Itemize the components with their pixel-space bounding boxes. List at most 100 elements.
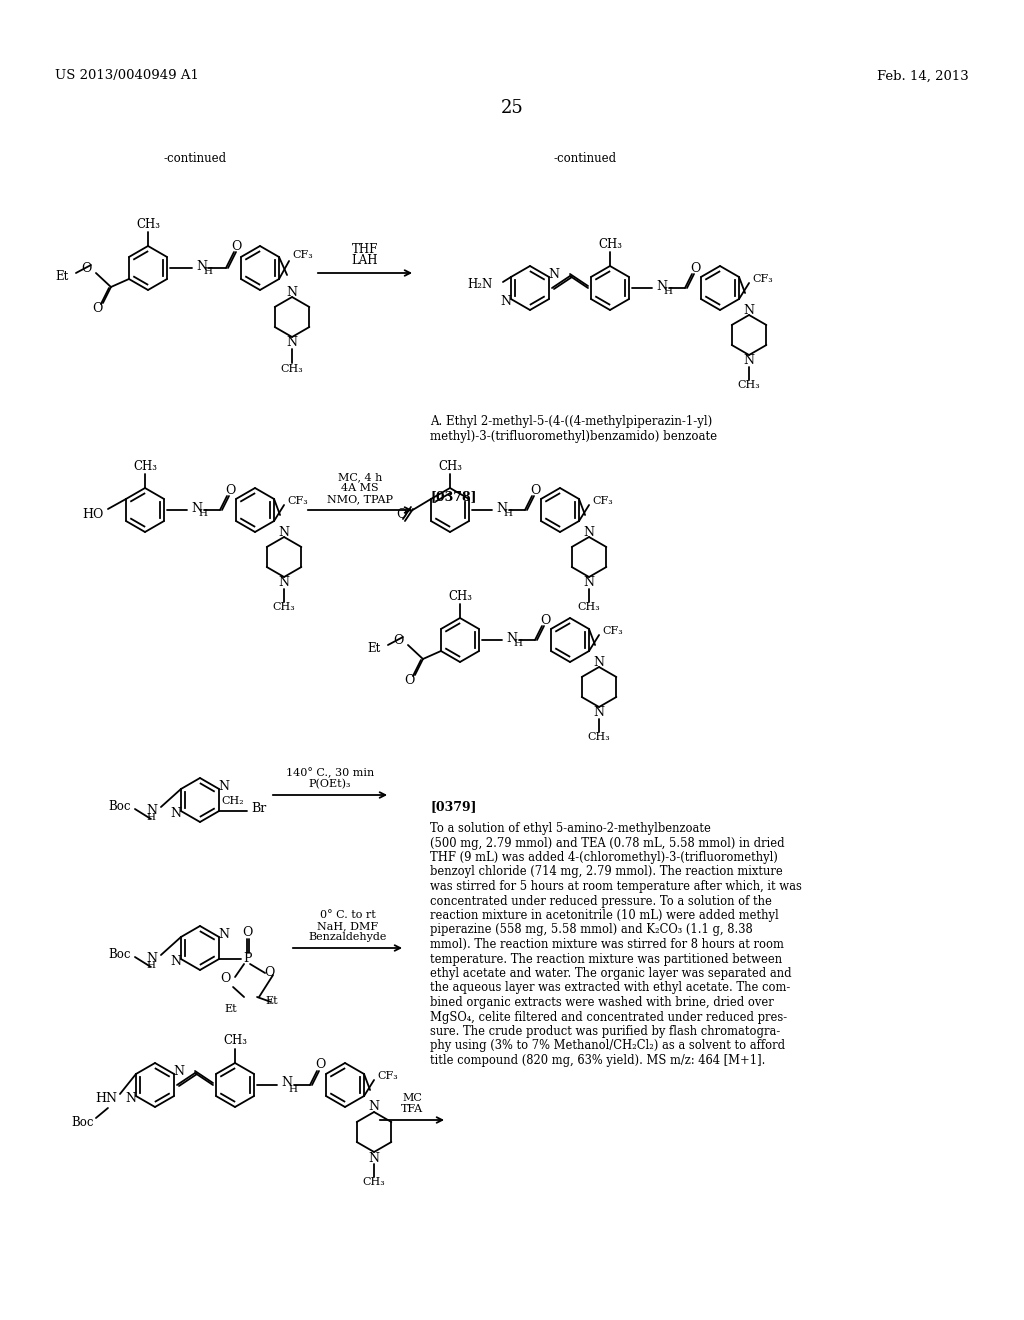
Text: N: N	[496, 502, 507, 515]
Text: N: N	[548, 268, 559, 281]
Text: O: O	[230, 239, 242, 252]
Text: N: N	[171, 956, 181, 969]
Text: CH₃: CH₃	[281, 364, 303, 374]
Text: methyl)-3-(trifluoromethyl)benzamido) benzoate: methyl)-3-(trifluoromethyl)benzamido) be…	[430, 430, 717, 444]
Text: US 2013/0040949 A1: US 2013/0040949 A1	[55, 70, 199, 82]
Text: Et: Et	[368, 642, 381, 655]
Text: benzoyl chloride (714 mg, 2.79 mmol). The reaction mixture: benzoyl chloride (714 mg, 2.79 mmol). Th…	[430, 866, 782, 879]
Text: N: N	[146, 953, 157, 965]
Text: O: O	[264, 966, 274, 979]
Text: ethyl acetate and water. The organic layer was separated and: ethyl acetate and water. The organic lay…	[430, 968, 792, 979]
Text: CH₃: CH₃	[588, 733, 610, 742]
Text: CH₃: CH₃	[133, 459, 157, 473]
Text: 25: 25	[501, 99, 523, 117]
Text: N: N	[146, 804, 157, 817]
Text: 0° C. to rt: 0° C. to rt	[319, 909, 376, 920]
Text: 140° C., 30 min: 140° C., 30 min	[286, 767, 374, 777]
Text: O: O	[396, 508, 407, 521]
Text: LAH: LAH	[352, 253, 378, 267]
Text: N: N	[279, 577, 290, 590]
Text: H: H	[663, 288, 672, 297]
Text: CF₃: CF₃	[287, 496, 308, 506]
Text: N: N	[218, 928, 229, 941]
Text: [0379]: [0379]	[430, 800, 476, 813]
Text: H: H	[146, 961, 156, 969]
Text: concentrated under reduced pressure. To a solution of the: concentrated under reduced pressure. To …	[430, 895, 772, 908]
Text: temperature. The reaction mixture was partitioned between: temperature. The reaction mixture was pa…	[430, 953, 782, 965]
Text: MC: MC	[402, 1093, 422, 1104]
Text: H: H	[503, 510, 512, 519]
Text: H: H	[288, 1085, 297, 1093]
Text: O: O	[529, 483, 541, 496]
Text: N: N	[656, 280, 667, 293]
Text: O: O	[393, 635, 403, 648]
Text: Br: Br	[251, 803, 266, 816]
Text: CF₃: CF₃	[752, 275, 773, 284]
Text: P(OEt)₃: P(OEt)₃	[309, 779, 351, 789]
Text: N: N	[506, 631, 517, 644]
Text: CF₃: CF₃	[377, 1071, 397, 1081]
Text: CH₃: CH₃	[223, 1035, 247, 1048]
Text: THF: THF	[352, 243, 378, 256]
Text: N: N	[369, 1101, 380, 1114]
Text: N: N	[743, 355, 755, 367]
Text: THF (9 mL) was added 4-(chloromethyl)-3-(trifluoromethyl): THF (9 mL) was added 4-(chloromethyl)-3-…	[430, 851, 778, 865]
Text: Et: Et	[55, 269, 69, 282]
Text: TFA: TFA	[401, 1104, 423, 1114]
Text: CH₃: CH₃	[272, 602, 296, 612]
Text: H: H	[203, 268, 212, 276]
Text: phy using (3% to 7% Methanol/CH₂Cl₂) as a solvent to afford: phy using (3% to 7% Methanol/CH₂Cl₂) as …	[430, 1040, 785, 1052]
Text: 4A MS: 4A MS	[341, 483, 379, 492]
Text: H: H	[146, 813, 156, 821]
Text: CH₃: CH₃	[449, 590, 472, 602]
Text: was stirred for 5 hours at room temperature after which, it was: was stirred for 5 hours at room temperat…	[430, 880, 802, 894]
Text: N: N	[584, 525, 595, 539]
Text: title compound (820 mg, 63% yield). MS m/z: 464 [M+1].: title compound (820 mg, 63% yield). MS m…	[430, 1053, 765, 1067]
Text: O: O	[92, 302, 102, 315]
Text: NMO, TPAP: NMO, TPAP	[327, 494, 393, 504]
Text: sure. The crude product was purified by flash chromatogra-: sure. The crude product was purified by …	[430, 1026, 780, 1038]
Text: Boc: Boc	[109, 949, 131, 961]
Text: NaH, DMF: NaH, DMF	[317, 921, 378, 931]
Text: CH₃: CH₃	[737, 380, 761, 389]
Text: N: N	[287, 337, 298, 350]
Text: bined organic extracts were washed with brine, dried over: bined organic extracts were washed with …	[430, 997, 774, 1008]
Text: N: N	[594, 706, 604, 719]
Text: O: O	[82, 263, 92, 276]
Text: HO: HO	[83, 508, 104, 521]
Text: N: N	[218, 780, 229, 793]
Text: -continued: -continued	[553, 152, 616, 165]
Text: Boc: Boc	[72, 1115, 94, 1129]
Text: N: N	[501, 296, 512, 309]
Text: O: O	[690, 261, 700, 275]
Text: P: P	[243, 953, 251, 965]
Text: [0378]: [0378]	[430, 490, 476, 503]
Text: N: N	[281, 1077, 292, 1089]
Text: CH₃: CH₃	[578, 602, 600, 612]
Text: MgSO₄, celite filtered and concentrated under reduced pres-: MgSO₄, celite filtered and concentrated …	[430, 1011, 787, 1023]
Text: N: N	[743, 304, 755, 317]
Text: CH₃: CH₃	[438, 459, 462, 473]
Text: N: N	[191, 502, 202, 515]
Text: N: N	[171, 808, 181, 820]
Text: Feb. 14, 2013: Feb. 14, 2013	[878, 70, 969, 82]
Text: N: N	[584, 577, 595, 590]
Text: N: N	[126, 1092, 136, 1105]
Text: N: N	[173, 1065, 184, 1077]
Text: Et: Et	[224, 1005, 237, 1014]
Text: reaction mixture in acetonitrile (10 mL) were added methyl: reaction mixture in acetonitrile (10 mL)…	[430, 909, 778, 921]
Text: N: N	[594, 656, 604, 668]
Text: the aqueous layer was extracted with ethyl acetate. The com-: the aqueous layer was extracted with eth…	[430, 982, 791, 994]
Text: N: N	[196, 260, 207, 272]
Text: Benzaldehyde: Benzaldehyde	[308, 932, 387, 942]
Text: (500 mg, 2.79 mmol) and TEA (0.78 mL, 5.58 mmol) in dried: (500 mg, 2.79 mmol) and TEA (0.78 mL, 5.…	[430, 837, 784, 850]
Text: A. Ethyl 2-methyl-5-(4-((4-methylpiperazin-1-yl): A. Ethyl 2-methyl-5-(4-((4-methylpiperaz…	[430, 414, 713, 428]
Text: H: H	[513, 639, 522, 648]
Text: N: N	[279, 525, 290, 539]
Text: MC, 4 h: MC, 4 h	[338, 473, 382, 482]
Text: CH₂: CH₂	[222, 796, 245, 807]
Text: O: O	[242, 927, 252, 940]
Text: O: O	[540, 614, 550, 627]
Text: -continued: -continued	[164, 152, 226, 165]
Text: CH₃: CH₃	[362, 1177, 385, 1187]
